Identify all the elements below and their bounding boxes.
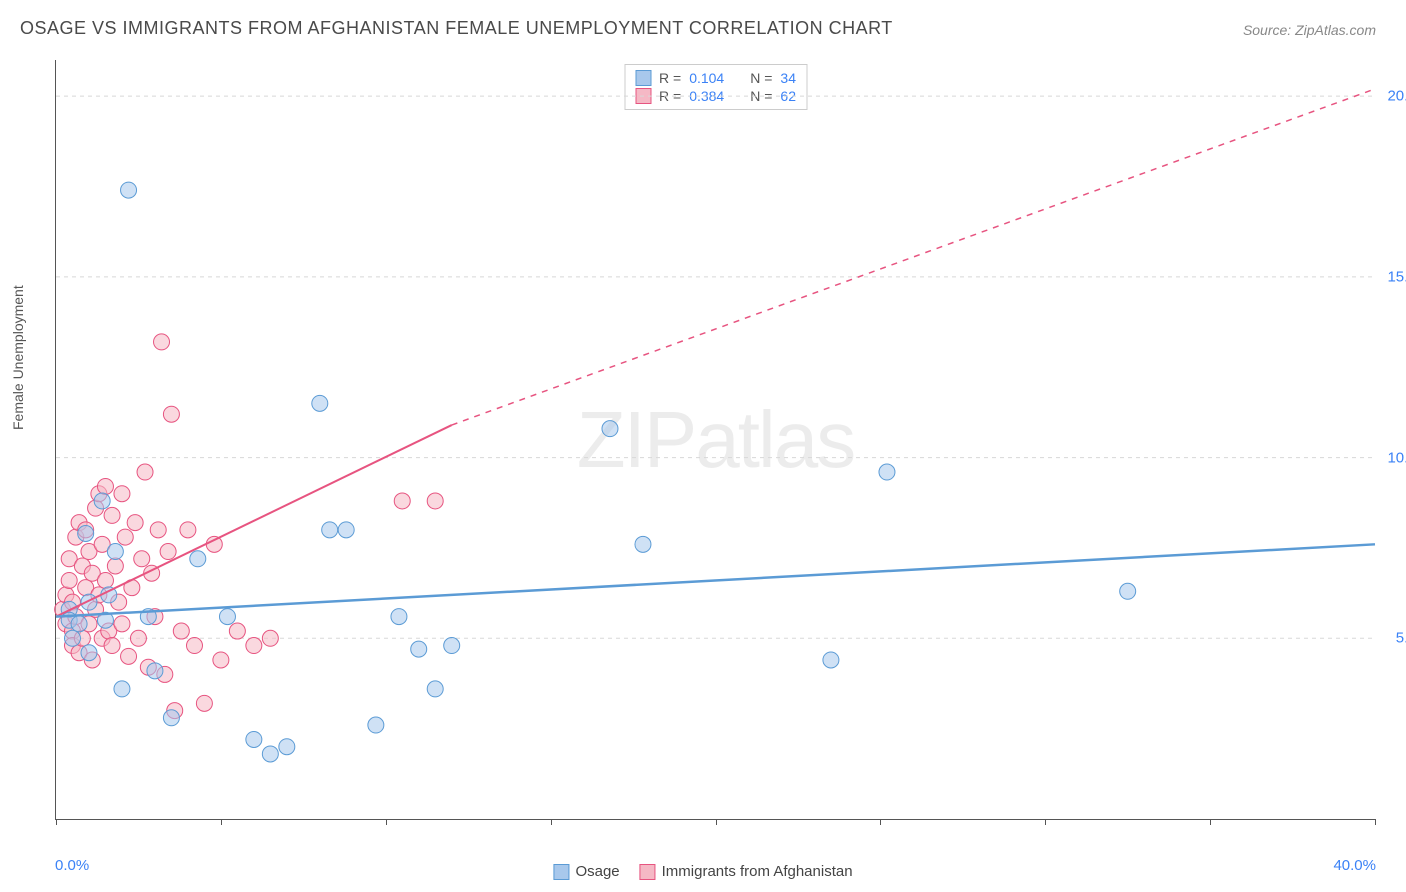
data-point (411, 641, 427, 657)
data-point (154, 334, 170, 350)
data-point (427, 493, 443, 509)
data-point (173, 623, 189, 639)
data-point (602, 421, 618, 437)
legend-item-afghan: Immigrants from Afghanistan (640, 863, 853, 880)
data-point (130, 630, 146, 646)
data-point (219, 609, 235, 625)
data-point (368, 717, 384, 733)
data-point (879, 464, 895, 480)
data-point (190, 551, 206, 567)
data-point (262, 746, 278, 762)
data-point (163, 710, 179, 726)
data-point (81, 645, 97, 661)
data-point (114, 486, 130, 502)
data-point (635, 536, 651, 552)
data-point (64, 630, 80, 646)
y-axis-label: Female Unemployment (10, 285, 26, 430)
data-point (114, 681, 130, 697)
data-point (427, 681, 443, 697)
data-point (127, 515, 143, 531)
data-point (97, 572, 113, 588)
data-point (107, 544, 123, 560)
swatch-afghan (640, 864, 656, 880)
y-tick-label: 10.0% (1387, 449, 1406, 466)
data-point (78, 525, 94, 541)
x-axis-max-label: 40.0% (1333, 857, 1376, 874)
trend-line (452, 89, 1375, 425)
legend-item-osage: Osage (553, 863, 619, 880)
data-point (394, 493, 410, 509)
y-tick-label: 5.0% (1396, 630, 1406, 647)
data-point (114, 616, 130, 632)
data-point (229, 623, 245, 639)
data-point (246, 731, 262, 747)
data-point (160, 544, 176, 560)
data-point (81, 594, 97, 610)
trend-line (56, 544, 1375, 616)
data-point (279, 739, 295, 755)
data-point (206, 536, 222, 552)
data-point (312, 395, 328, 411)
data-point (61, 572, 77, 588)
swatch-osage (553, 864, 569, 880)
chart-svg (56, 60, 1375, 819)
data-point (1120, 583, 1136, 599)
data-point (180, 522, 196, 538)
data-point (104, 507, 120, 523)
data-point (196, 695, 212, 711)
data-point (186, 638, 202, 654)
source-attribution: Source: ZipAtlas.com (1243, 22, 1376, 38)
data-point (338, 522, 354, 538)
y-tick-label: 20.0% (1387, 88, 1406, 105)
data-point (391, 609, 407, 625)
data-point (444, 638, 460, 654)
data-point (150, 522, 166, 538)
chart-title: OSAGE VS IMMIGRANTS FROM AFGHANISTAN FEM… (20, 18, 893, 39)
data-point (823, 652, 839, 668)
data-point (107, 558, 123, 574)
y-tick-label: 15.0% (1387, 268, 1406, 285)
data-point (262, 630, 278, 646)
data-point (97, 478, 113, 494)
data-point (246, 638, 262, 654)
x-axis-min-label: 0.0% (55, 857, 89, 874)
data-point (137, 464, 153, 480)
data-point (117, 529, 133, 545)
series-legend: Osage Immigrants from Afghanistan (553, 863, 852, 880)
data-point (121, 648, 137, 664)
data-point (147, 663, 163, 679)
data-point (322, 522, 338, 538)
plot-area: ZIPatlas R = 0.104 N = 34 R = 0.384 N = … (55, 60, 1375, 820)
legend-label-afghan: Immigrants from Afghanistan (662, 863, 853, 880)
data-point (94, 493, 110, 509)
data-point (71, 616, 87, 632)
data-point (134, 551, 150, 567)
data-point (121, 182, 137, 198)
legend-label-osage: Osage (575, 863, 619, 880)
data-point (163, 406, 179, 422)
data-point (213, 652, 229, 668)
data-point (104, 638, 120, 654)
